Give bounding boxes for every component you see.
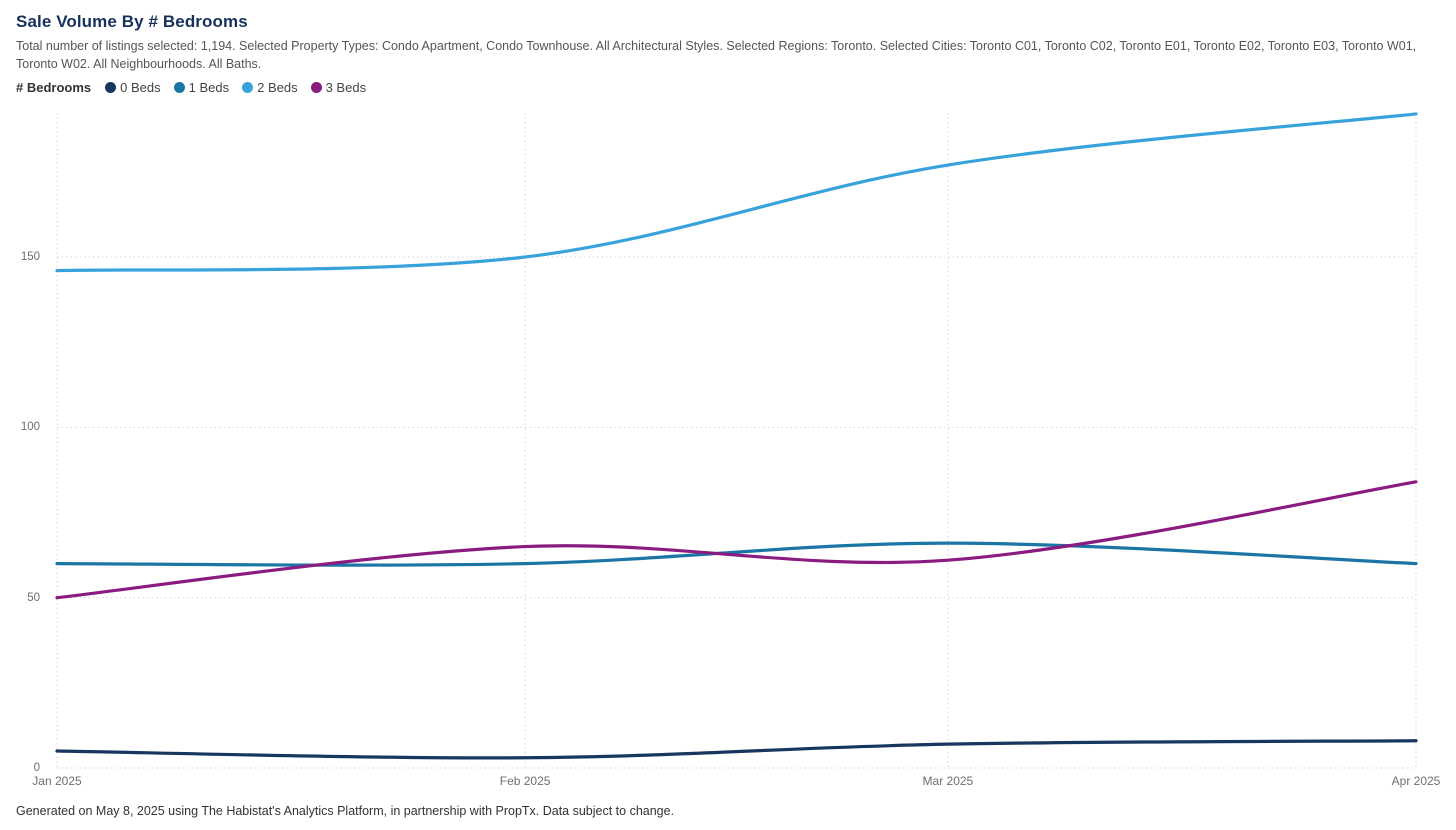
legend-item-label: 3 Beds bbox=[325, 80, 367, 95]
legend: # Bedrooms 0 Beds 1 Beds 2 Beds 3 Beds bbox=[16, 80, 379, 95]
legend-item-label: 1 Beds bbox=[188, 80, 230, 95]
y-axis-tick-label: 150 bbox=[20, 251, 40, 263]
chart-subtitle: Total number of listings selected: 1,194… bbox=[16, 39, 1417, 71]
x-axis-tick-label: Jan 2025 bbox=[32, 774, 82, 788]
y-axis-tick-label: 50 bbox=[27, 591, 40, 604]
legend-dot-icon bbox=[173, 82, 185, 93]
legend-dot-icon bbox=[310, 82, 322, 93]
legend-item-3-beds[interactable]: 3 Beds bbox=[310, 80, 367, 95]
legend-dot-icon bbox=[105, 82, 117, 93]
x-axis-tick-label: Mar 2025 bbox=[922, 774, 974, 788]
x-axis-tick-label: Apr 2025 bbox=[1391, 774, 1441, 788]
series-line-0-beds[interactable] bbox=[55, 739, 1418, 760]
y-axis-tick-label: 0 bbox=[33, 762, 40, 774]
legend-item-2-beds[interactable]: 2 Beds bbox=[242, 80, 298, 95]
legend-dot-icon bbox=[242, 82, 254, 93]
legend-title: # Bedrooms bbox=[16, 80, 92, 95]
legend-item-label: 0 Beds bbox=[120, 80, 161, 95]
footer-attribution: Generated on May 8, 2025 using The Habis… bbox=[16, 804, 675, 818]
y-axis-tick-label: 100 bbox=[20, 421, 40, 434]
legend-item-label: 2 Beds bbox=[257, 80, 298, 95]
legend-item-0-beds[interactable]: 0 Beds bbox=[105, 80, 161, 95]
series-line-2-beds[interactable] bbox=[55, 112, 1418, 273]
x-axis-tick-label: Feb 2025 bbox=[499, 774, 551, 788]
series-line-3-beds[interactable] bbox=[55, 480, 1418, 600]
legend-item-1-beds[interactable]: 1 Beds bbox=[173, 80, 230, 95]
page-title: Sale Volume By # Bedrooms bbox=[16, 12, 248, 31]
series-line-1-beds[interactable] bbox=[55, 541, 1418, 567]
